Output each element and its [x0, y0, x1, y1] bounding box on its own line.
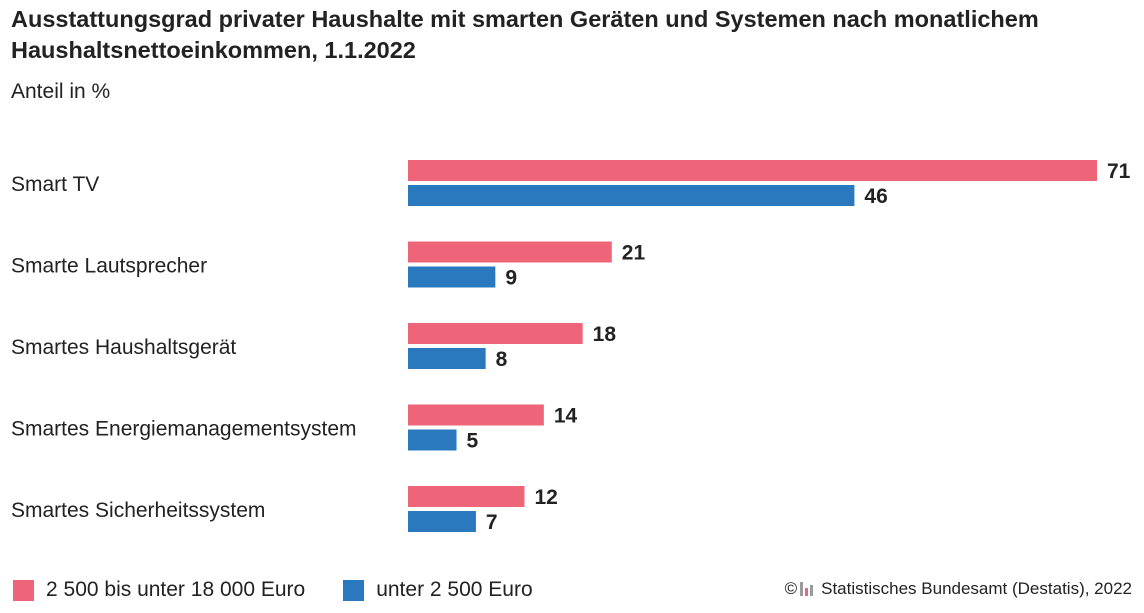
chart-subtitle: Anteil in %: [11, 80, 111, 103]
data-label-smarte-lautsprecher-high-income: 21: [622, 242, 646, 265]
legend: 2 500 bis unter 18 000 Euro unter 2 500 …: [13, 576, 571, 604]
data-label-smartes-sicherheitssystem-low-income: 7: [486, 511, 498, 534]
chart-title: Ausstattungsgrad privater Haushalte mit …: [11, 6, 1039, 63]
bar-smart-tv-low-income: [408, 185, 855, 206]
legend-label-low-income: unter 2 500 Euro: [376, 578, 533, 601]
bar-smarte-lautsprecher-high-income: [408, 241, 612, 263]
data-label-smartes-energiemanagementsystem-high-income: 14: [554, 405, 578, 428]
bar-smartes-energiemanagementsystem-low-income: [408, 429, 457, 451]
data-label-smarte-lautsprecher-low-income: 9: [505, 267, 517, 290]
category-label-smartes-haushaltsger-t: Smartes Haushaltsgerät: [11, 336, 236, 359]
category-label-smart-tv: Smart TV: [11, 173, 99, 196]
data-label-smartes-sicherheitssystem-high-income: 12: [534, 486, 557, 509]
source-note: © Statistisches Bundesamt (Destatis), 20…: [785, 579, 1132, 599]
source-text: Statistisches Bundesamt (Destatis), 2022: [821, 579, 1132, 598]
legend-label-high-income: 2 500 bis unter 18 000 Euro: [46, 578, 306, 601]
data-label-smart-tv-high-income: 71: [1107, 160, 1131, 183]
data-label-smartes-haushaltsger-t-low-income: 8: [496, 348, 508, 371]
bar-smartes-haushaltsger-t-low-income: [408, 348, 486, 369]
data-label-smart-tv-low-income: 46: [864, 185, 887, 208]
legend-swatch-high-income: [13, 579, 34, 601]
legend-item-low-income: unter 2 500 Euro: [343, 578, 533, 602]
destatis-logo-icon: [800, 582, 815, 596]
copyright-symbol: ©: [784, 579, 798, 598]
bar-smart-tv-high-income: [408, 160, 1097, 181]
data-label-smartes-energiemanagementsystem-low-income: 5: [467, 430, 479, 453]
bar-smartes-sicherheitssystem-low-income: [408, 511, 476, 532]
category-label-smarte-lautsprecher: Smarte Lautsprecher: [11, 255, 207, 278]
data-label-smartes-haushaltsger-t-high-income: 18: [593, 323, 617, 346]
bar-smartes-sicherheitssystem-high-income: [408, 486, 525, 507]
category-label-smartes-sicherheitssystem: Smartes Sicherheitssystem: [11, 499, 265, 522]
legend-swatch-low-income: [343, 579, 365, 601]
category-label-smartes-energiemanagementsystem: Smartes Energiemanagementsystem: [11, 418, 357, 441]
bar-smarte-lautsprecher-low-income: [408, 266, 496, 288]
legend-item-high-income: 2 500 bis unter 18 000 Euro: [13, 578, 305, 602]
bar-smartes-energiemanagementsystem-high-income: [408, 404, 544, 426]
bar-smartes-haushaltsger-t-high-income: [408, 323, 583, 344]
